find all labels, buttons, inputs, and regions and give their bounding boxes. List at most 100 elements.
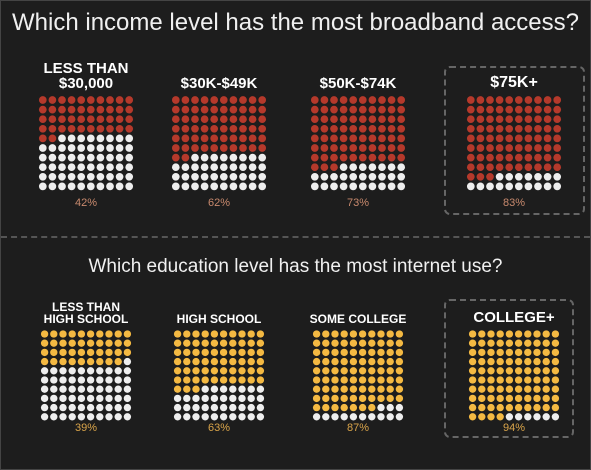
filled-dot bbox=[173, 357, 182, 366]
filled-dot bbox=[486, 172, 494, 181]
filled-dot bbox=[505, 357, 514, 366]
empty-dot bbox=[358, 163, 367, 172]
empty-dot bbox=[397, 182, 406, 191]
filled-dot bbox=[40, 357, 49, 366]
filled-dot bbox=[487, 413, 495, 421]
filled-dot bbox=[349, 339, 358, 347]
filled-dot bbox=[533, 394, 541, 403]
filled-dot bbox=[238, 376, 246, 384]
filled-dot bbox=[173, 376, 182, 384]
filled-dot bbox=[533, 330, 541, 338]
filled-dot bbox=[238, 348, 246, 357]
empty-dot bbox=[229, 172, 238, 181]
filled-dot bbox=[191, 144, 199, 152]
filled-dot bbox=[514, 357, 523, 366]
filled-dot bbox=[468, 403, 477, 412]
empty-dot bbox=[106, 144, 114, 152]
empty-dot bbox=[123, 403, 132, 412]
filled-dot bbox=[534, 163, 542, 172]
filled-dot bbox=[358, 348, 367, 357]
filled-dot bbox=[310, 163, 319, 172]
filled-dot bbox=[322, 339, 330, 347]
filled-dot bbox=[310, 96, 319, 104]
empty-dot bbox=[173, 413, 182, 421]
filled-dot bbox=[322, 385, 330, 393]
empty-dot bbox=[48, 153, 57, 162]
filled-dot bbox=[387, 124, 396, 133]
empty-dot bbox=[50, 413, 58, 421]
empty-dot bbox=[38, 153, 47, 162]
empty-dot bbox=[229, 182, 238, 191]
filled-dot bbox=[77, 105, 86, 114]
filled-dot bbox=[496, 339, 504, 347]
filled-dot bbox=[358, 124, 367, 133]
filled-dot bbox=[514, 144, 523, 152]
empty-dot bbox=[58, 153, 66, 162]
filled-dot bbox=[322, 357, 330, 366]
filled-dot bbox=[466, 115, 475, 124]
filled-dot bbox=[487, 330, 495, 338]
filled-dot bbox=[183, 348, 191, 357]
empty-dot bbox=[349, 163, 358, 172]
filled-dot bbox=[59, 339, 67, 347]
filled-dot bbox=[378, 153, 386, 162]
filled-dot bbox=[476, 115, 485, 124]
filled-dot bbox=[358, 153, 367, 162]
filled-dot bbox=[468, 376, 477, 384]
filled-dot bbox=[125, 115, 134, 124]
empty-dot bbox=[219, 163, 228, 172]
filled-dot bbox=[495, 115, 504, 124]
filled-dot bbox=[377, 357, 385, 366]
empty-dot bbox=[192, 403, 200, 412]
waffle bbox=[173, 330, 265, 421]
empty-dot bbox=[125, 144, 134, 152]
filled-dot bbox=[96, 339, 104, 347]
filled-dot bbox=[386, 348, 394, 357]
filled-dot bbox=[322, 394, 330, 403]
filled-dot bbox=[395, 367, 404, 375]
filled-dot bbox=[478, 403, 486, 412]
filled-dot bbox=[349, 105, 358, 114]
empty-dot bbox=[192, 413, 200, 421]
empty-dot bbox=[543, 182, 552, 191]
filled-dot bbox=[320, 144, 329, 152]
filled-dot bbox=[77, 348, 86, 357]
filled-dot bbox=[192, 330, 200, 338]
filled-dot bbox=[320, 105, 329, 114]
filled-dot bbox=[514, 115, 523, 124]
filled-dot bbox=[533, 357, 541, 366]
filled-dot bbox=[312, 376, 321, 384]
filled-dot bbox=[395, 357, 404, 366]
filled-dot bbox=[466, 105, 475, 114]
empty-dot bbox=[59, 403, 67, 412]
filled-dot bbox=[542, 339, 550, 347]
empty-dot bbox=[219, 403, 228, 412]
filled-dot bbox=[505, 124, 514, 133]
filled-dot bbox=[358, 339, 367, 347]
filled-dot bbox=[258, 115, 267, 124]
empty-dot bbox=[96, 153, 105, 162]
filled-dot bbox=[395, 348, 404, 357]
filled-dot bbox=[105, 330, 113, 338]
filled-dot bbox=[476, 105, 485, 114]
filled-dot bbox=[514, 105, 523, 114]
empty-dot bbox=[201, 403, 209, 412]
filled-dot bbox=[349, 357, 358, 366]
empty-dot bbox=[114, 385, 122, 393]
filled-dot bbox=[115, 105, 124, 114]
filled-dot bbox=[397, 134, 406, 143]
filled-dot bbox=[542, 394, 550, 403]
filled-dot bbox=[96, 357, 104, 366]
filled-dot bbox=[476, 124, 485, 133]
empty-dot bbox=[191, 172, 199, 181]
filled-dot bbox=[551, 357, 560, 366]
filled-dot bbox=[105, 348, 113, 357]
filled-dot bbox=[192, 339, 200, 347]
filled-dot bbox=[368, 367, 376, 375]
filled-dot bbox=[96, 96, 105, 104]
filled-dot bbox=[358, 115, 367, 124]
filled-dot bbox=[387, 144, 396, 152]
filled-dot bbox=[330, 124, 338, 133]
empty-dot bbox=[38, 182, 47, 191]
filled-dot bbox=[349, 367, 358, 375]
